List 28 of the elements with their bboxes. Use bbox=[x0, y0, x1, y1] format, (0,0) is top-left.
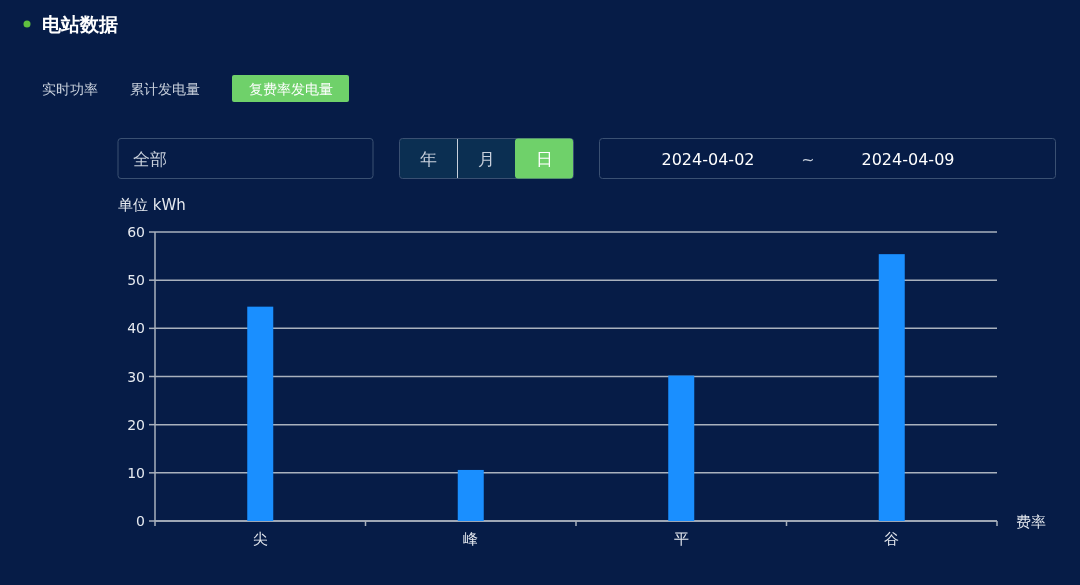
x-tick-label: 谷 bbox=[884, 530, 900, 548]
text: 累计发电量 bbox=[130, 81, 200, 97]
bar bbox=[457, 469, 484, 521]
text: 日 bbox=[535, 149, 553, 169]
y-tick-label: 0 bbox=[136, 513, 145, 529]
y-tick-label: 40 bbox=[127, 320, 145, 337]
y-tick-label: 60 bbox=[127, 224, 145, 240]
y-tick-label: 30 bbox=[127, 368, 145, 385]
text: 2024-04-09 bbox=[861, 150, 955, 169]
text: 复费率发电量 bbox=[248, 81, 333, 97]
y-tick-label: 20 bbox=[127, 416, 145, 433]
text: 实时功率 bbox=[42, 81, 98, 97]
text: 全部 bbox=[133, 149, 167, 169]
text: 2024-04-02 bbox=[661, 150, 755, 169]
text: ~ bbox=[801, 150, 815, 169]
y-tick-label: 10 bbox=[127, 464, 145, 481]
bar bbox=[668, 375, 695, 521]
x-tick-label: 尖 bbox=[252, 530, 268, 548]
x-axis-title: 费率 bbox=[1016, 513, 1046, 531]
y-tick-label: 50 bbox=[127, 272, 145, 289]
y-axis-title: 单位 kWh bbox=[118, 196, 186, 214]
text: 月 bbox=[477, 149, 495, 169]
bar bbox=[247, 306, 274, 521]
text: 年 bbox=[419, 149, 437, 169]
x-tick-label: 平 bbox=[673, 530, 689, 548]
chart-title: 电站数据 bbox=[42, 13, 118, 35]
bar bbox=[878, 254, 905, 521]
x-tick-label: 峰 bbox=[463, 530, 479, 548]
